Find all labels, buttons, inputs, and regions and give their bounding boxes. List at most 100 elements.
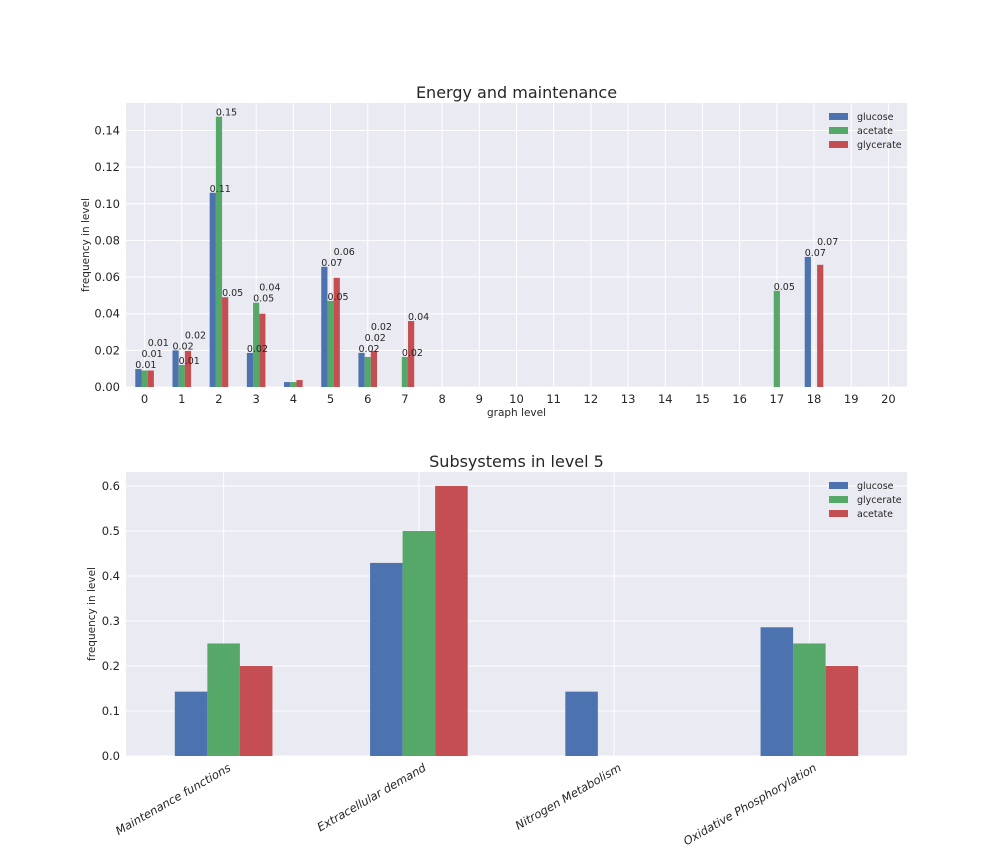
x-tick-label: 19 — [844, 392, 859, 406]
bar-acetate — [253, 302, 260, 387]
bar-glucose — [284, 382, 291, 387]
legend: glucose glycerate acetate — [829, 481, 902, 520]
x-axis-label: graph level — [487, 407, 546, 419]
chart-title: Subsystems in level 5 — [429, 452, 604, 471]
x-tick-label: 15 — [695, 392, 710, 406]
legend-swatch-acetate — [829, 127, 848, 134]
y-tick-label: 0.06 — [94, 270, 120, 284]
legend-label: glycerate — [857, 140, 902, 151]
bar-glucose — [321, 266, 328, 387]
data-label: 0.02 — [358, 344, 379, 355]
data-label: 0.02 — [402, 348, 423, 359]
chart-title: Energy and maintenance — [416, 83, 617, 102]
bar-glucose — [565, 691, 598, 756]
y-axis-label: frequency in level — [80, 198, 92, 292]
data-label: 0.04 — [259, 283, 280, 294]
legend-swatch-glucose — [829, 113, 848, 120]
x-tick-label: 7 — [401, 392, 408, 406]
data-label: 0.02 — [365, 333, 386, 344]
y-tick-label: 0.2 — [102, 659, 120, 673]
bar-acetate — [364, 356, 371, 387]
y-tick-label: 0.4 — [102, 569, 120, 583]
x-tick-label: 16 — [732, 392, 747, 406]
x-tick-label: Maintenance functions — [113, 760, 233, 837]
bar-glycerate — [207, 643, 240, 756]
y-tick-label: 0.3 — [102, 614, 120, 628]
legend-label: glucose — [857, 481, 894, 492]
y-tick-label: 0.5 — [102, 524, 120, 538]
bar-glucose — [246, 352, 254, 387]
bar-glucose — [358, 352, 365, 387]
data-label: 0.02 — [371, 322, 392, 333]
bar-acetate — [435, 485, 468, 756]
bar-glucose — [370, 562, 403, 756]
bar-glycerate — [408, 321, 415, 387]
data-label: 0.01 — [135, 360, 156, 371]
bar-glycerate — [259, 313, 266, 387]
bar-acetate — [773, 290, 780, 387]
data-label: 0.02 — [247, 344, 268, 355]
x-tick-label: 9 — [476, 392, 483, 406]
data-label: 0.05 — [774, 282, 795, 293]
x-tick-label: 12 — [584, 392, 599, 406]
data-label: 0.05 — [253, 294, 274, 305]
bar-glycerate — [296, 380, 303, 387]
legend-label: acetate — [857, 126, 893, 137]
bar-glycerate — [817, 264, 824, 387]
x-tick-label: 18 — [807, 392, 822, 406]
bar-glycerate — [333, 277, 340, 387]
y-tick-label: 0.12 — [94, 160, 120, 174]
x-tick-label: 14 — [658, 392, 673, 406]
bar-glucose — [209, 192, 216, 387]
y-tick-label: 0.1 — [102, 704, 120, 718]
x-tick-label: 10 — [509, 392, 524, 406]
subsystems-chart: 0.0 0.1 0.2 0.3 0.4 0.5 0.6 Maintenance functio… — [86, 452, 907, 848]
bar-acetate — [401, 356, 409, 387]
legend: glucose acetate glycerate — [829, 112, 902, 151]
x-tick-label: 4 — [290, 392, 297, 406]
x-tick-label: 0 — [141, 392, 148, 406]
data-label: 0.01 — [148, 338, 169, 349]
x-tick-label: Extracellular demand — [315, 760, 429, 834]
data-label: 0.01 — [179, 356, 200, 367]
bar-glucose — [172, 350, 179, 387]
bar-acetate — [825, 665, 859, 756]
bar-glycerate — [184, 350, 192, 387]
legend-label: glycerate — [857, 495, 902, 506]
legend-swatch-glycerate — [829, 496, 848, 503]
data-label: 0.02 — [172, 341, 193, 352]
bar-glucose — [760, 627, 794, 756]
x-tick-label: 2 — [215, 392, 222, 406]
x-tick-label: 13 — [621, 392, 636, 406]
legend-swatch-glucose — [829, 482, 848, 489]
y-tick-label: 0.10 — [94, 197, 120, 211]
x-tick-label: 8 — [438, 392, 445, 406]
x-tick-label: 3 — [253, 392, 260, 406]
legend-swatch-glycerate — [829, 141, 848, 148]
y-tick-label: 0.14 — [94, 123, 120, 137]
data-label: 0.06 — [334, 247, 355, 258]
data-label: 0.05 — [327, 292, 348, 303]
bar-glycerate — [370, 350, 378, 387]
bar-glycerate — [402, 530, 436, 756]
data-label: 0.05 — [222, 288, 243, 299]
x-tick-label: 20 — [881, 392, 896, 406]
data-label: 0.07 — [805, 248, 826, 259]
bar-glycerate — [793, 643, 826, 756]
bar-glucose — [135, 369, 142, 387]
legend-label: glucose — [857, 112, 894, 123]
y-tick-label: 0.02 — [94, 343, 120, 357]
data-label: 0.02 — [185, 330, 206, 341]
data-label: 0.15 — [216, 108, 237, 119]
bar-glycerate — [222, 297, 229, 387]
bar-glucose — [174, 691, 208, 756]
y-axis-label: frequency in level — [86, 567, 98, 661]
energy-chart: 0.000.020.040.060.080.100.120.140.010.01… — [80, 83, 907, 419]
y-tick-label: 0.04 — [94, 307, 120, 321]
x-tick-label: Oxidative Phosphorylation — [681, 760, 819, 848]
x-tick-label: 5 — [327, 392, 334, 406]
y-tick-label: 0.08 — [94, 233, 120, 247]
bar-acetate — [290, 382, 297, 387]
x-tick-label: 17 — [770, 392, 785, 406]
